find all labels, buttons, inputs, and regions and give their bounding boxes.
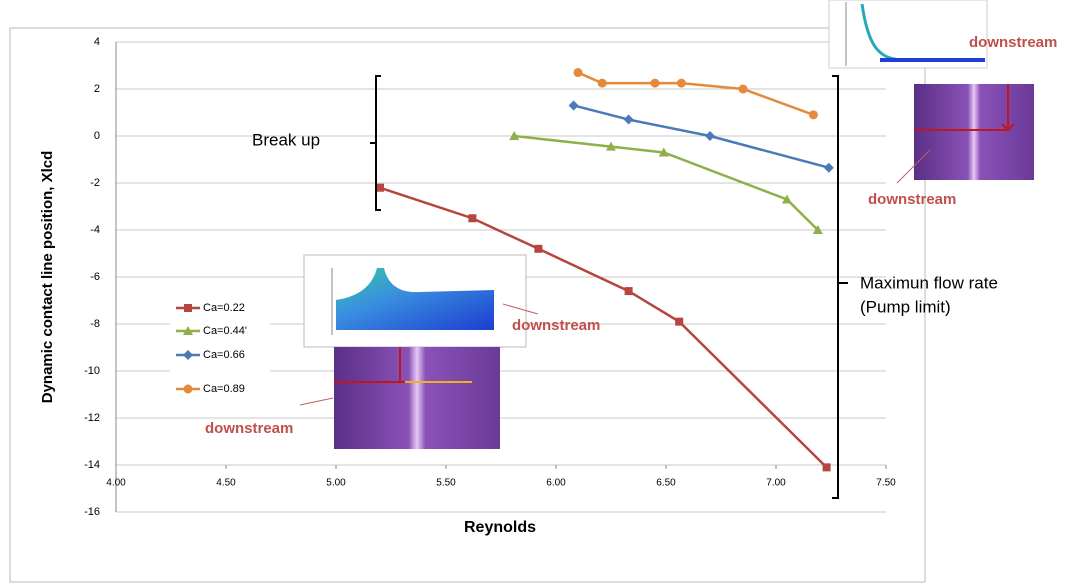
marker xyxy=(184,385,193,394)
inset-image xyxy=(897,84,1034,183)
y-tick-label: -6 xyxy=(90,271,100,283)
marker xyxy=(823,463,831,471)
marker xyxy=(675,318,683,326)
annotation: downstream xyxy=(868,191,956,208)
marker xyxy=(677,79,686,88)
y-tick-label: 0 xyxy=(94,130,100,142)
legend-label: Ca=0.89 xyxy=(203,383,245,395)
y-tick-label: -8 xyxy=(90,318,100,330)
marker xyxy=(468,214,476,222)
x-axis-label: Reynolds xyxy=(464,519,536,536)
y-tick-label: -14 xyxy=(84,459,100,471)
marker xyxy=(739,85,748,94)
marker xyxy=(184,304,192,312)
chart: Dynamic contact line position, Xlcd Reyn… xyxy=(0,0,1083,588)
x-tick-label: 5.50 xyxy=(436,478,456,489)
y-tick-label: -10 xyxy=(84,365,100,377)
marker xyxy=(625,287,633,295)
annotation: downstream xyxy=(512,317,600,334)
legend-label: Ca=0.44' xyxy=(203,325,247,337)
annotation: Maximun flow rate xyxy=(860,273,998,292)
x-tick-label: 6.00 xyxy=(546,478,566,489)
y-tick-label: -16 xyxy=(84,506,100,518)
marker xyxy=(574,68,583,77)
x-tick-label: 7.50 xyxy=(876,478,896,489)
marker xyxy=(651,79,660,88)
marker xyxy=(534,245,542,253)
annotation: downstream xyxy=(205,420,293,437)
annotation: Break up xyxy=(252,130,320,149)
x-tick-label: 4.00 xyxy=(106,478,126,489)
inset-plot xyxy=(829,0,987,68)
marker xyxy=(809,110,818,119)
x-tick-label: 7.00 xyxy=(766,478,786,489)
y-tick-label: 4 xyxy=(94,36,100,48)
y-tick-label: -12 xyxy=(84,412,100,424)
x-tick-label: 5.00 xyxy=(326,478,346,489)
annotation: downstream xyxy=(969,34,1057,51)
y-tick-label: -4 xyxy=(90,224,100,236)
legend-label: Ca=0.66 xyxy=(203,349,245,361)
y-tick-label: 2 xyxy=(94,83,100,95)
y-tick-label: -2 xyxy=(90,177,100,189)
annotation: (Pump limit) xyxy=(860,297,951,316)
y-axis-label: Dynamic contact line position, Xlcd xyxy=(39,151,56,404)
legend-label: Ca=0.22 xyxy=(203,302,245,314)
x-tick-label: 4.50 xyxy=(216,478,236,489)
marker xyxy=(598,79,607,88)
marker xyxy=(376,184,384,192)
x-tick-label: 6.50 xyxy=(656,478,676,489)
